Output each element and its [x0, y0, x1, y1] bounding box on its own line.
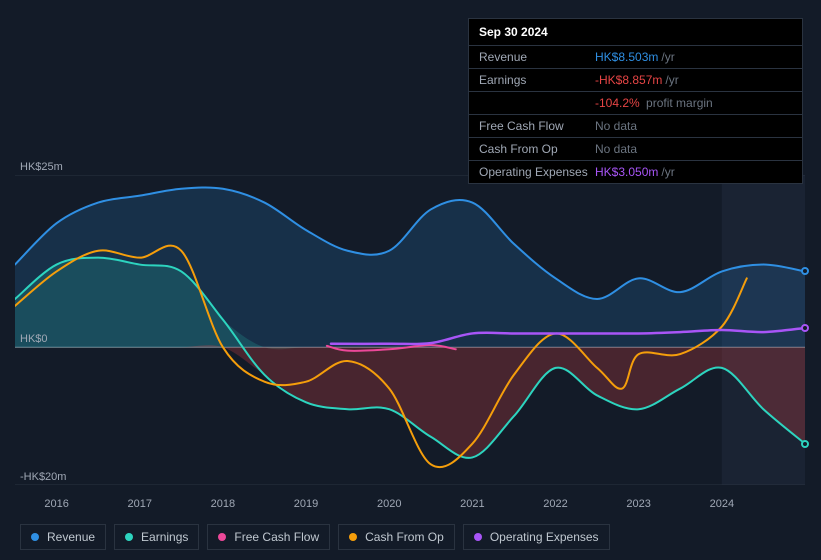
tooltip-row-label: Earnings	[479, 73, 595, 87]
chart-legend: Revenue Earnings Free Cash Flow Cash From O…	[20, 524, 610, 550]
legend-item[interactable]: Cash From Op	[338, 524, 455, 550]
legend-item[interactable]: Operating Expenses	[463, 524, 610, 550]
x-axis-label: 2018	[211, 498, 235, 510]
financial-chart[interactable]: HK$25mHK$0-HK$20m 2016201720182019202020…	[15, 160, 805, 500]
x-axis-label: 2024	[710, 498, 734, 510]
tooltip-row-subvalue: -104.2% profit margin	[595, 96, 713, 110]
legend-dot-icon	[218, 533, 226, 541]
y-axis-label: HK$25m	[20, 161, 63, 173]
x-axis-label: 2016	[44, 498, 68, 510]
series-end-marker	[801, 440, 809, 448]
chart-plot-area[interactable]	[15, 175, 805, 485]
legend-item[interactable]: Earnings	[114, 524, 199, 550]
x-axis-label: 2020	[377, 498, 401, 510]
y-axis-label: HK$0	[20, 333, 48, 345]
tooltip-row-value: No data	[595, 119, 637, 133]
legend-label: Free Cash Flow	[234, 530, 319, 544]
x-axis-label: 2023	[626, 498, 650, 510]
tooltip-row: Operating ExpensesHK$3.050m/yr	[469, 161, 802, 183]
tooltip-row: -104.2% profit margin	[469, 92, 802, 115]
tooltip-row-value: No data	[595, 142, 637, 156]
legend-dot-icon	[349, 533, 357, 541]
x-axis-label: 2021	[460, 498, 484, 510]
x-axis-label: 2019	[294, 498, 318, 510]
legend-item[interactable]: Free Cash Flow	[207, 524, 330, 550]
tooltip-row-value: HK$8.503m/yr	[595, 50, 675, 64]
tooltip-row: Free Cash FlowNo data	[469, 115, 802, 138]
legend-item[interactable]: Revenue	[20, 524, 106, 550]
y-axis-label: -HK$20m	[20, 471, 66, 483]
tooltip-row: Earnings-HK$8.857m/yr	[469, 69, 802, 92]
tooltip-date: Sep 30 2024	[469, 19, 802, 46]
tooltip-row-label: Cash From Op	[479, 142, 595, 156]
series-end-marker	[801, 267, 809, 275]
tooltip-row-label: Revenue	[479, 50, 595, 64]
tooltip-row-label: Free Cash Flow	[479, 119, 595, 133]
tooltip-row-label: Operating Expenses	[479, 165, 595, 179]
tooltip-row-value: HK$3.050m/yr	[595, 165, 675, 179]
legend-dot-icon	[125, 533, 133, 541]
tooltip-row: Cash From OpNo data	[469, 138, 802, 161]
legend-dot-icon	[31, 533, 39, 541]
x-axis-label: 2017	[127, 498, 151, 510]
x-axis-label: 2022	[543, 498, 567, 510]
legend-label: Cash From Op	[365, 530, 444, 544]
data-tooltip: Sep 30 2024 RevenueHK$8.503m/yrEarnings-…	[468, 18, 803, 184]
legend-label: Revenue	[47, 530, 95, 544]
legend-label: Operating Expenses	[490, 530, 599, 544]
legend-dot-icon	[474, 533, 482, 541]
tooltip-row-value: -HK$8.857m/yr	[595, 73, 679, 87]
tooltip-row: RevenueHK$8.503m/yr	[469, 46, 802, 69]
legend-label: Earnings	[141, 530, 188, 544]
series-end-marker	[801, 324, 809, 332]
